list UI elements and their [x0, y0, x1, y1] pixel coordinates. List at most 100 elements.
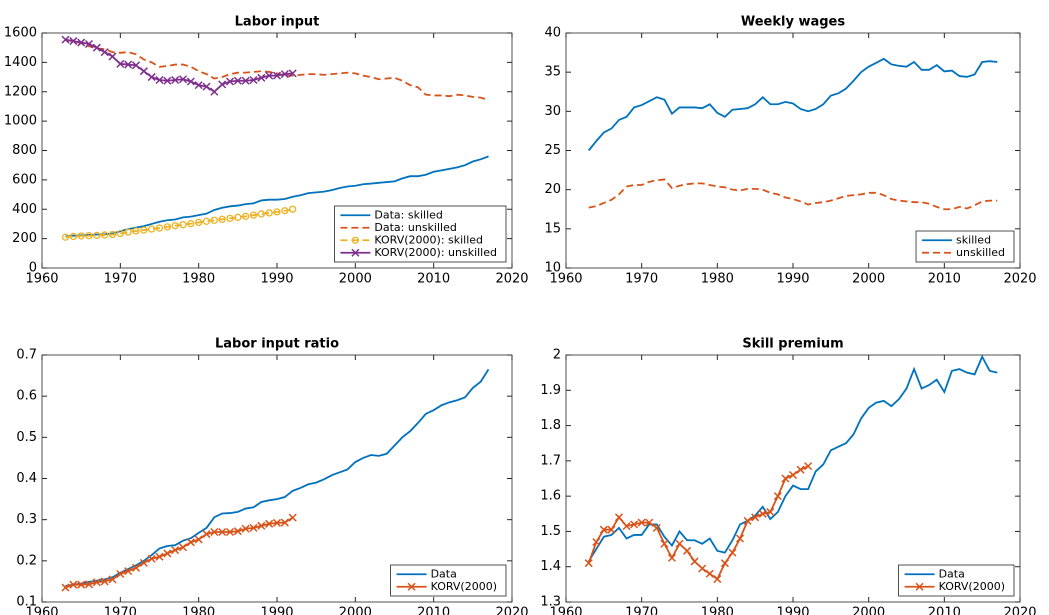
series-line — [65, 39, 489, 101]
x-tick-label: 2020 — [1003, 272, 1036, 287]
marker — [84, 39, 94, 49]
x-tick-label: 1970 — [625, 272, 658, 287]
x-tick-label: 2000 — [339, 272, 372, 287]
series-line — [587, 57, 998, 152]
y-tick-label: 35 — [544, 65, 561, 80]
legend-label: Data: unskilled — [374, 221, 456, 234]
marker — [280, 518, 289, 527]
marker — [132, 227, 140, 235]
marker — [139, 67, 148, 76]
y-tick-label: 1.4 — [540, 559, 561, 574]
marker — [116, 569, 125, 579]
x-tick-label: 1970 — [625, 606, 658, 615]
y-tick-label: 1000 — [4, 114, 37, 129]
marker — [186, 538, 195, 547]
marker — [584, 559, 593, 568]
y-tick-label: 40 — [544, 26, 561, 41]
marker — [288, 513, 297, 522]
x-tick-label: 1980 — [182, 272, 215, 287]
marker — [171, 75, 180, 85]
legend-marker — [351, 236, 360, 244]
marker — [249, 211, 258, 219]
marker — [288, 69, 297, 78]
subplot: Labor input 1960 1970 1980 1990 2000 2010 2020 0… — [4, 15, 529, 287]
y-tick-label: 0.3 — [16, 512, 37, 527]
marker — [242, 212, 250, 220]
marker — [249, 75, 258, 85]
y-tick-label: 0.7 — [16, 348, 37, 363]
y-tick-label: 15 — [544, 221, 561, 236]
legend-box — [390, 564, 507, 597]
legend-marker — [915, 582, 924, 591]
series-line — [588, 178, 998, 211]
marker — [233, 527, 242, 536]
y-tick-label: 1.7 — [540, 453, 561, 468]
y-tick-label: 800 — [12, 143, 37, 158]
marker — [599, 525, 608, 534]
marker — [804, 462, 813, 471]
x-tick-label: 2010 — [928, 272, 961, 287]
marker — [698, 564, 707, 573]
marker — [234, 213, 242, 221]
marker — [736, 534, 745, 543]
marker — [77, 232, 85, 240]
x-tick-label: 2020 — [495, 606, 528, 615]
y-tick-label: 0 — [29, 261, 37, 276]
marker — [265, 209, 273, 217]
marker — [93, 231, 101, 240]
marker — [108, 230, 117, 239]
marker — [257, 521, 266, 530]
marker — [225, 527, 235, 537]
chart-title: Weekly wages — [741, 15, 846, 30]
x-tick-label: 1990 — [776, 272, 809, 287]
marker — [163, 76, 172, 85]
x-tick-label: 2010 — [417, 272, 450, 287]
marker — [645, 518, 654, 527]
legend-label: KORV(2000) — [431, 580, 497, 593]
marker — [773, 492, 782, 501]
marker — [289, 205, 297, 213]
y-tick-label: 2 — [553, 348, 561, 363]
marker — [92, 578, 101, 587]
marker — [225, 77, 235, 86]
marker — [69, 580, 78, 589]
marker — [148, 225, 156, 233]
x-tick-label: 2020 — [495, 272, 528, 287]
legend-marker — [407, 582, 416, 591]
marker — [163, 549, 172, 558]
y-tick-label: 1.6 — [540, 489, 561, 504]
y-tick-label: 1.3 — [540, 595, 561, 610]
marker — [788, 470, 798, 480]
marker — [187, 219, 195, 228]
marker — [178, 75, 188, 84]
legend-box — [898, 564, 1015, 597]
marker — [155, 75, 164, 85]
marker — [743, 516, 752, 525]
marker — [155, 552, 164, 561]
y-tick-label: 0.6 — [16, 389, 37, 404]
marker — [622, 522, 631, 531]
marker — [85, 232, 93, 240]
x-tick-label: 2000 — [852, 272, 885, 287]
legend-label: KORV(2000) — [939, 580, 1005, 593]
marker — [100, 48, 109, 57]
chart-title: Labor input — [235, 15, 320, 30]
x-tick-label: 2010 — [928, 606, 961, 615]
marker — [69, 37, 78, 46]
axes-frame — [565, 354, 1021, 603]
x-tick-label: 2020 — [1003, 606, 1036, 615]
marker — [637, 518, 646, 527]
marker — [265, 519, 274, 528]
x-tick-label: 2010 — [417, 606, 450, 615]
y-tick-label: 1.8 — [540, 418, 561, 433]
marker — [218, 215, 226, 223]
marker — [171, 222, 179, 230]
x-tick-label: 2000 — [339, 606, 372, 615]
marker — [630, 520, 639, 529]
subplot: Labor input ratio 1960 1970 1980 1990 2000 201… — [16, 337, 528, 615]
marker — [100, 577, 109, 586]
marker — [61, 35, 70, 44]
